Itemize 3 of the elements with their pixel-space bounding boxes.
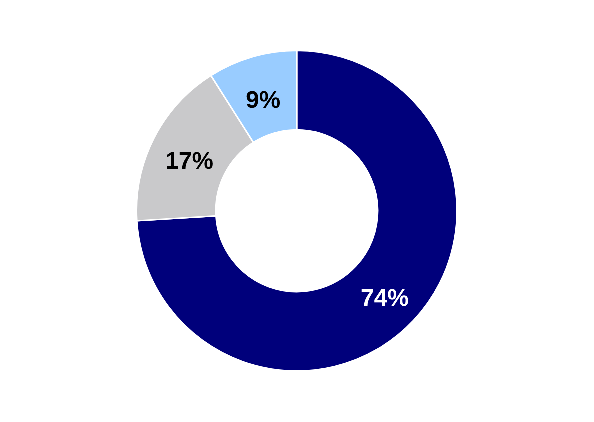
data-label: 9% bbox=[246, 86, 281, 114]
data-label: 17% bbox=[166, 148, 214, 175]
data-label: 74% bbox=[360, 285, 409, 312]
